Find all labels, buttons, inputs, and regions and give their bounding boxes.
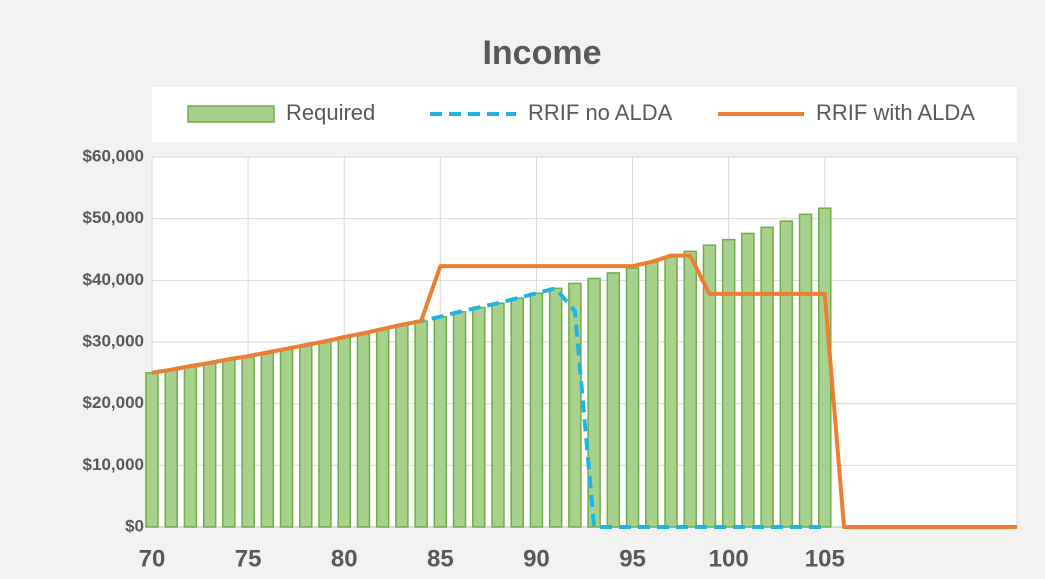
bar	[356, 332, 371, 528]
line	[151, 253, 1017, 529]
bar	[241, 355, 255, 528]
bar	[222, 358, 236, 528]
y-tick-label: $30,000	[83, 331, 144, 350]
x-tick-label: 105	[805, 545, 845, 572]
bar	[606, 272, 621, 528]
bar	[183, 365, 198, 528]
legend-label: Required	[286, 100, 375, 125]
bar	[568, 282, 582, 528]
line	[151, 286, 825, 529]
legend-box	[152, 87, 1017, 142]
bar	[510, 297, 524, 528]
bar	[260, 351, 275, 528]
bar	[414, 320, 428, 528]
bar	[548, 287, 563, 528]
bar	[433, 315, 448, 528]
bar	[529, 292, 544, 528]
bar	[395, 323, 409, 528]
bar	[145, 372, 159, 528]
bar	[798, 213, 813, 528]
legend-swatch	[187, 105, 275, 123]
bar	[491, 302, 505, 528]
bar	[279, 348, 294, 528]
x-tick-label: 100	[709, 545, 749, 572]
bar	[318, 340, 332, 528]
bar	[741, 232, 755, 528]
bar	[375, 328, 390, 528]
x-tick-label: 70	[139, 545, 166, 572]
bar	[164, 369, 178, 528]
y-tick-label: $10,000	[83, 455, 144, 474]
bar	[452, 311, 467, 528]
bar	[683, 250, 697, 528]
bar	[779, 220, 794, 528]
y-tick-label: $0	[125, 516, 144, 535]
bar	[760, 226, 774, 528]
x-tick-label: 75	[235, 545, 262, 572]
bar	[472, 306, 486, 528]
chart-title: Income	[482, 34, 601, 72]
bar	[202, 362, 217, 528]
bar	[299, 344, 313, 528]
x-tick-label: 80	[331, 545, 358, 572]
bar	[645, 261, 659, 528]
x-tick-label: 85	[427, 545, 454, 572]
x-tick-label: 90	[523, 545, 550, 572]
y-tick-label: $60,000	[83, 146, 144, 165]
y-tick-label: $20,000	[83, 393, 144, 412]
y-tick-label: $50,000	[83, 208, 144, 227]
bar	[664, 256, 678, 528]
bar	[337, 336, 351, 528]
bar	[587, 277, 601, 528]
legend-label: RRIF with ALDA	[816, 100, 975, 125]
legend-label: RRIF no ALDA	[528, 100, 673, 125]
x-tick-label: 95	[619, 545, 646, 572]
y-tick-label: $40,000	[83, 270, 144, 289]
bar	[721, 238, 736, 528]
bar	[625, 267, 640, 528]
bar	[702, 244, 717, 528]
